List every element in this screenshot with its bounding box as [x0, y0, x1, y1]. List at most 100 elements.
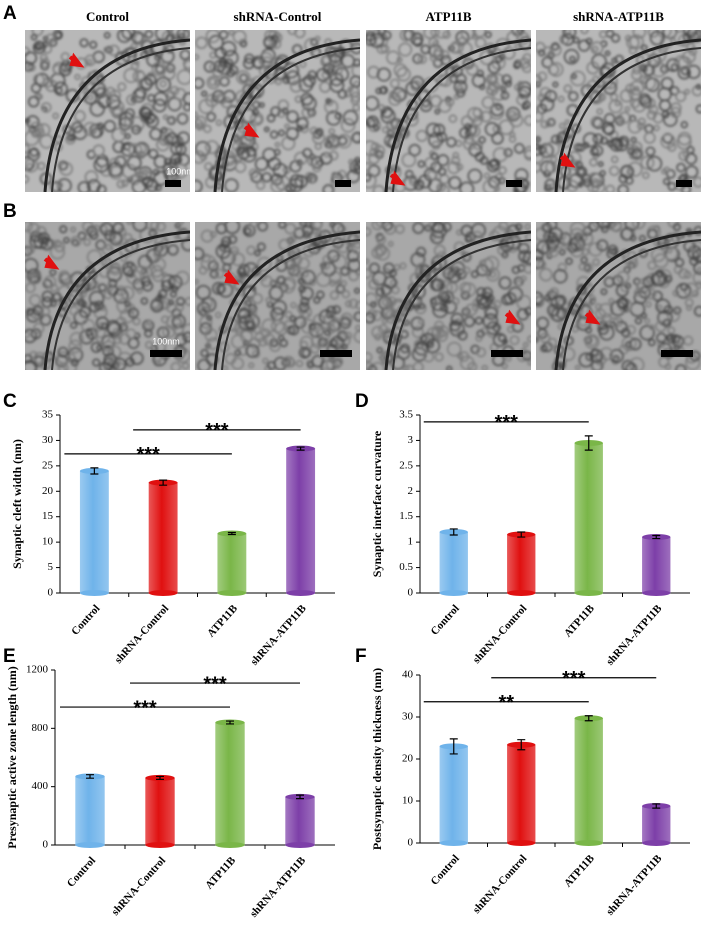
- x-tick-label: shRNA-Control: [113, 603, 172, 666]
- vesicle: [278, 334, 285, 342]
- vesicle: [109, 263, 122, 276]
- vesicle: [231, 252, 245, 267]
- vesicle: [624, 222, 640, 231]
- vesicle: [391, 285, 400, 295]
- vesicle: [631, 69, 642, 81]
- vesicle: [484, 122, 499, 137]
- vesicle: [26, 162, 33, 170]
- vesicle: [388, 90, 398, 99]
- vesicle: [603, 124, 615, 136]
- bar: [507, 744, 536, 843]
- vesicle: [126, 155, 142, 171]
- vesicle: [498, 119, 514, 135]
- vesicle: [595, 303, 602, 310]
- vesicle: [159, 80, 167, 88]
- vesicle: [442, 266, 456, 280]
- y-tick-label: 0: [408, 837, 414, 849]
- vesicle: [172, 163, 188, 179]
- vesicle: [288, 235, 297, 243]
- vesicle: [270, 173, 283, 186]
- vesicle: [70, 226, 77, 233]
- vesicle: [476, 287, 487, 297]
- vesicle: [489, 73, 505, 89]
- vesicle: [195, 115, 207, 128]
- vesicle: [492, 333, 507, 347]
- micrograph: [195, 222, 360, 370]
- vesicle: [234, 349, 242, 357]
- vesicle: [344, 331, 353, 340]
- vesicle: [260, 275, 273, 288]
- vesicle: [627, 344, 634, 350]
- vesicle: [324, 99, 339, 114]
- vesicle: [450, 40, 464, 54]
- vesicle: [289, 315, 296, 322]
- texture: [195, 30, 360, 192]
- vesicle: [170, 142, 183, 155]
- vesicle: [590, 41, 604, 55]
- vesicle: [308, 323, 316, 330]
- vesicle: [599, 170, 606, 177]
- vesicle: [452, 152, 460, 159]
- vesicle: [486, 73, 499, 86]
- vesicle: [29, 121, 44, 136]
- y-tick-label: 800: [32, 722, 49, 734]
- vesicle: [376, 347, 383, 354]
- membrane: [384, 230, 531, 370]
- vesicle: [248, 168, 259, 179]
- vesicle: [521, 103, 529, 110]
- vesicle: [667, 326, 676, 335]
- vesicle: [484, 31, 492, 39]
- vesicle: [325, 135, 340, 150]
- vesicle: [567, 242, 578, 253]
- vesicle: [209, 62, 219, 72]
- vesicle: [657, 340, 666, 349]
- vesicle: [548, 62, 564, 77]
- vesicle: [328, 150, 339, 161]
- vesicle: [131, 124, 141, 135]
- texture-dots: [366, 30, 531, 192]
- vesicle: [206, 75, 221, 90]
- vesicle: [427, 169, 438, 181]
- vesicle: [566, 179, 579, 192]
- vesicle: [77, 231, 87, 241]
- vesicle: [254, 249, 261, 257]
- error-bar: [584, 715, 593, 722]
- vesicle: [60, 52, 70, 62]
- vesicle: [75, 286, 85, 296]
- vesicle: [205, 140, 219, 154]
- vesicle: [666, 333, 677, 344]
- texture: [25, 222, 190, 370]
- vesicle: [645, 272, 661, 288]
- vesicle: [692, 249, 701, 263]
- vesicle: [237, 309, 252, 323]
- vesicle: [557, 262, 567, 273]
- vesicle: [513, 83, 521, 91]
- vesicle: [582, 173, 592, 184]
- vesicle: [307, 156, 318, 167]
- vesicle: [366, 268, 372, 279]
- vesicle: [368, 278, 380, 290]
- vesicle: [158, 289, 168, 299]
- vesicle: [410, 76, 425, 90]
- bar: [285, 796, 315, 845]
- vesicle: [204, 162, 213, 171]
- vesicle: [580, 256, 588, 264]
- vesicle: [72, 125, 88, 140]
- vesicle: [482, 179, 498, 192]
- vesicle: [448, 176, 462, 190]
- vesicle: [297, 257, 310, 270]
- vesicle: [144, 323, 152, 330]
- x-tick-label: shRNA-Control: [471, 603, 530, 666]
- vesicle: [524, 223, 531, 230]
- vesicle: [71, 239, 79, 246]
- vesicle: [25, 331, 31, 339]
- vesicle: [685, 152, 698, 165]
- vesicle: [40, 236, 47, 243]
- vesicle: [195, 141, 211, 157]
- vesicle: [642, 171, 650, 179]
- vesicle: [219, 30, 229, 40]
- vesicle: [524, 306, 531, 316]
- vesicle: [234, 161, 247, 173]
- vesicle: [366, 96, 380, 111]
- vesicle: [415, 246, 427, 257]
